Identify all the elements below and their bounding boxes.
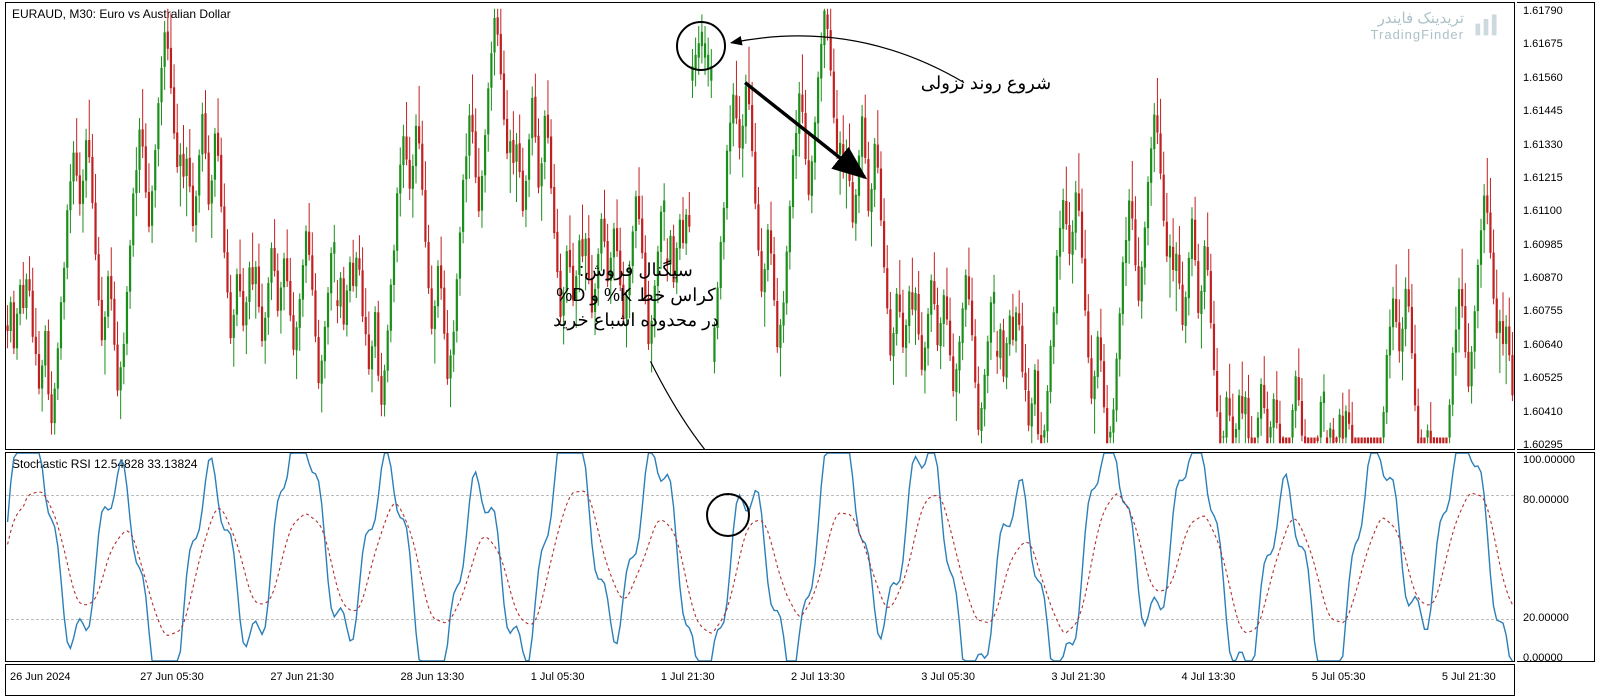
price-tick: 1.61215 <box>1523 172 1563 184</box>
time-tick: 3 Jul 05:30 <box>921 671 975 683</box>
price-tick: 1.61330 <box>1523 139 1563 151</box>
time-tick: 28 Jun 13:30 <box>401 671 465 683</box>
time-tick: 3 Jul 21:30 <box>1051 671 1105 683</box>
price-tick: 1.61790 <box>1523 5 1563 17</box>
stochastic-lines <box>6 453 1514 661</box>
time-tick: 27 Jun 21:30 <box>270 671 334 683</box>
time-tick: 1 Jul 21:30 <box>661 671 715 683</box>
indicator-y-axis: 100.00000 80.00000 20.00000 0.00000 <box>1517 452 1595 662</box>
stochastic-panel[interactable]: Stochastic RSI 12.54828 33.13824 <box>5 452 1515 662</box>
annotation-arrows <box>6 3 1514 449</box>
time-tick: 26 Jun 2024 <box>10 671 71 683</box>
time-tick: 1 Jul 05:30 <box>531 671 585 683</box>
price-tick: 1.60985 <box>1523 239 1563 251</box>
price-tick: 1.60410 <box>1523 406 1563 418</box>
price-tick: 1.60295 <box>1523 439 1563 451</box>
time-tick: 4 Jul 13:30 <box>1182 671 1236 683</box>
time-tick: 27 Jun 05:30 <box>140 671 204 683</box>
sell-signal-label: سیگنال فروش: کراس خط K% و D% در محدوده ا… <box>506 258 766 334</box>
indicator-tick: 80.00000 <box>1523 494 1569 506</box>
indicator-tick: 100.00000 <box>1523 454 1575 466</box>
price-tick: 1.61560 <box>1523 72 1563 84</box>
price-tick: 1.61100 <box>1523 205 1562 217</box>
indicator-tick: 20.00000 <box>1523 612 1569 624</box>
time-tick: 2 Jul 13:30 <box>791 671 845 683</box>
crossover-circle-mark <box>706 493 750 537</box>
price-y-axis: 1.61790 1.61675 1.61560 1.61445 1.61330 1.612… <box>1517 2 1595 450</box>
time-tick: 5 Jul 21:30 <box>1442 671 1496 683</box>
price-tick: 1.61445 <box>1523 105 1563 117</box>
time-axis: 26 Jun 2024 27 Jun 05:30 27 Jun 21:30 28 Ju… <box>5 664 1515 696</box>
price-tick: 1.61675 <box>1523 38 1563 50</box>
indicator-tick: 0.00000 <box>1523 652 1563 664</box>
price-chart-panel[interactable]: EURAUD, M30: Euro vs Australian Dollar ت… <box>5 2 1515 450</box>
price-tick: 1.60640 <box>1523 339 1563 351</box>
downtrend-start-label: شروع روند نزولی <box>886 71 1086 96</box>
price-tick: 1.60755 <box>1523 305 1563 317</box>
price-tick: 1.60870 <box>1523 272 1563 284</box>
time-tick: 5 Jul 05:30 <box>1312 671 1366 683</box>
price-tick: 1.60525 <box>1523 372 1563 384</box>
